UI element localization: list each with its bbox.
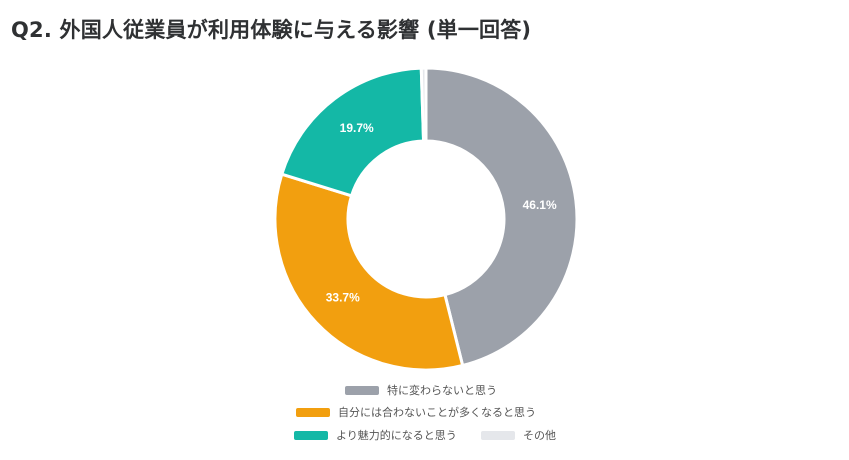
- slice-data-label: 33.7%: [326, 291, 360, 305]
- slice-data-label: 19.7%: [340, 121, 374, 135]
- slice-no-change[interactable]: [424, 66, 579, 367]
- donut-slices: [273, 66, 579, 372]
- donut-slice-labels: 46.1% 33.7% 19.7%: [326, 121, 557, 305]
- chart-title: Q2. 外国人従業員が利用体験に与える影響 (単一回答): [11, 18, 532, 42]
- slice-data-label: 46.1%: [523, 198, 557, 212]
- slice-more-attractive[interactable]: [280, 66, 426, 198]
- slice-other[interactable]: [419, 66, 428, 143]
- slice-mismatch[interactable]: [273, 172, 465, 372]
